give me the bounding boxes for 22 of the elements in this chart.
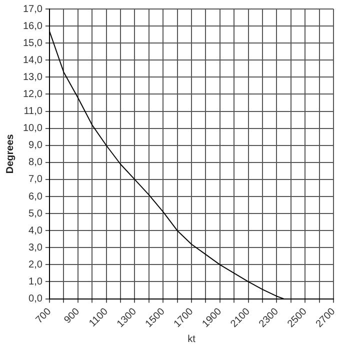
x-axis-title: kt <box>188 334 196 345</box>
y-tick-label: 16,0 <box>22 20 43 32</box>
y-tick-label: 7,0 <box>28 174 43 186</box>
y-tick-label: 13,0 <box>22 72 43 83</box>
y-tick-label: 0,0 <box>28 294 43 305</box>
y-tick-label: 6,0 <box>28 191 43 202</box>
y-tick-label: 3,0 <box>28 242 43 254</box>
x-tick-label: 700 <box>34 306 54 326</box>
y-tick-label: 5,0 <box>28 208 43 220</box>
y-tick-label: 10,0 <box>22 123 43 134</box>
y-tick-label: 2,0 <box>28 259 43 270</box>
x-tick-label: 900 <box>62 306 82 326</box>
y-tick-label: 9,0 <box>28 140 43 152</box>
y-tick-label: 14,0 <box>22 54 43 66</box>
y-tick-label: 11,0 <box>24 106 43 118</box>
y-tick-label: 8,0 <box>28 157 43 168</box>
y-tick-label: 4,0 <box>28 225 43 236</box>
y-axis-title: Degrees <box>4 134 16 174</box>
y-tick-label: 15,0 <box>22 38 43 49</box>
y-tick-label: 1,0 <box>28 276 43 288</box>
y-tick-label: 12,0 <box>22 88 43 100</box>
y-tick-label: 17,0 <box>22 4 43 15</box>
